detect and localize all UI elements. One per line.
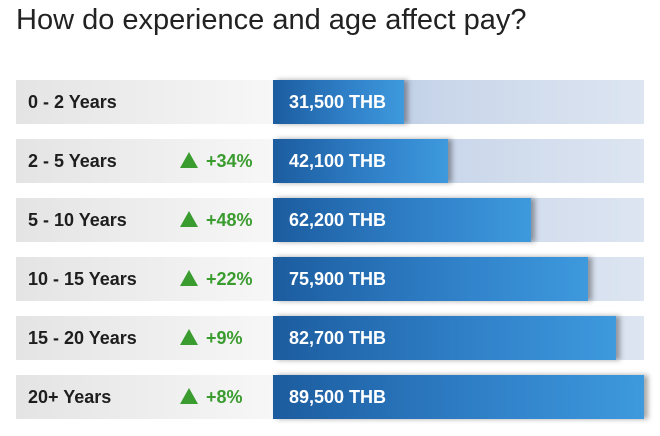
change-label: +48% xyxy=(206,209,253,230)
category-panel: 5 - 10 Years +48% xyxy=(16,198,273,242)
value-label: 42,100 THB xyxy=(289,151,387,171)
bar-row: 2 - 5 Years +34% 42,100 THB xyxy=(16,139,644,183)
triangle-up-icon xyxy=(180,152,198,168)
bar-row: 15 - 20 Years +9% 82,700 THB xyxy=(16,316,644,360)
chart-title: How do experience and age affect pay? xyxy=(16,4,527,36)
category-label: 20+ Years xyxy=(28,387,112,407)
category-panel: 0 - 2 Years xyxy=(16,80,273,124)
change-label: +8% xyxy=(206,386,243,407)
value-label: 82,700 THB xyxy=(289,328,387,348)
bar-fill xyxy=(273,80,404,124)
bar-row: 5 - 10 Years +48% 62,200 THB xyxy=(16,198,644,242)
bar-row: 10 - 15 Years +22% 75,900 THB xyxy=(16,257,644,301)
value-label: 31,500 THB xyxy=(289,92,387,112)
bar-fill xyxy=(273,198,531,242)
bar-track: 31,500 THB xyxy=(273,80,644,124)
change-indicator: +34% xyxy=(180,139,253,183)
change-indicator: +22% xyxy=(180,257,253,301)
bar-row: 0 - 2 Years 31,500 THB xyxy=(16,80,644,124)
value-label: 75,900 THB xyxy=(289,269,387,289)
category-panel: 15 - 20 Years +9% xyxy=(16,316,273,360)
change-indicator: +9% xyxy=(180,316,243,360)
bar-track: 82,700 THB xyxy=(273,316,644,360)
change-label: +22% xyxy=(206,268,253,289)
bar-fill xyxy=(273,316,616,360)
category-label: 5 - 10 Years xyxy=(28,210,127,230)
triangle-up-icon xyxy=(180,211,198,227)
bar-fill xyxy=(273,139,448,183)
change-indicator: +48% xyxy=(180,198,253,242)
bar-track: 89,500 THB xyxy=(273,375,644,419)
category-label: 0 - 2 Years xyxy=(28,92,117,112)
change-label: +34% xyxy=(206,150,253,171)
bar-fill xyxy=(273,375,644,419)
category-panel: 10 - 15 Years +22% xyxy=(16,257,273,301)
category-label: 10 - 15 Years xyxy=(28,269,137,289)
triangle-up-icon xyxy=(180,388,198,404)
value-label: 62,200 THB xyxy=(289,210,387,230)
change-label: +9% xyxy=(206,327,243,348)
change-indicator: +8% xyxy=(180,375,243,419)
triangle-up-icon xyxy=(180,270,198,286)
bar-track: 62,200 THB xyxy=(273,198,644,242)
triangle-up-icon xyxy=(180,329,198,345)
bar-fill xyxy=(273,257,588,301)
category-label: 2 - 5 Years xyxy=(28,151,117,171)
category-panel: 20+ Years +8% xyxy=(16,375,273,419)
bar-track: 42,100 THB xyxy=(273,139,644,183)
category-panel: 2 - 5 Years +34% xyxy=(16,139,273,183)
bar-row: 20+ Years +8% 89,500 THB xyxy=(16,375,644,419)
value-label: 89,500 THB xyxy=(289,387,387,407)
bar-track: 75,900 THB xyxy=(273,257,644,301)
category-label: 15 - 20 Years xyxy=(28,328,137,348)
